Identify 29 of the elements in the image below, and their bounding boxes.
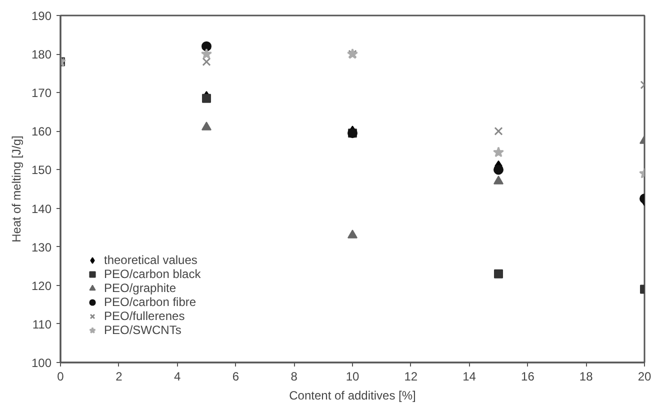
x-axis-title: Content of additives [%] <box>289 388 416 402</box>
x-tick-label: 6 <box>232 370 240 384</box>
x-tick-label: 2 <box>116 370 123 384</box>
y-tick-label: 170 <box>31 86 52 100</box>
x-tick-label: 0 <box>57 370 64 384</box>
x-tick-label: 10 <box>346 370 360 384</box>
y-tick-label: 180 <box>31 48 52 62</box>
x-tick-label: 20 <box>638 370 652 384</box>
y-tick-label: 160 <box>31 124 52 139</box>
legend-label: PEO/graphite <box>104 281 176 295</box>
y-axis-title: Heat of melting [J/g] <box>9 136 24 242</box>
x-tick-label: 14 <box>462 370 476 384</box>
legend-label: PEO/carbon fibre <box>104 295 196 309</box>
y-tick-label: 130 <box>31 240 52 254</box>
x-tick-label: 8 <box>290 370 298 384</box>
x-tick-label: 16 <box>521 370 535 384</box>
y-tick-label: 190 <box>31 9 52 23</box>
legend-label: PEO/carbon black <box>104 267 201 281</box>
x-tick-label: 12 <box>404 370 418 384</box>
y-tick-label: 120 <box>31 278 52 293</box>
y-tick-label: 100 <box>31 356 52 370</box>
x-tick-label: 18 <box>579 370 594 384</box>
legend-label: PEO/fullerenes <box>104 309 185 323</box>
x-tick-label: 4 <box>174 370 181 384</box>
y-tick-label: 150 <box>31 163 52 178</box>
legend-label: PEO/SWCNTs <box>104 323 182 337</box>
y-tick-label: 140 <box>31 202 52 216</box>
legend-label: theoretical values <box>104 253 198 267</box>
y-tick-label: 110 <box>32 317 52 332</box>
